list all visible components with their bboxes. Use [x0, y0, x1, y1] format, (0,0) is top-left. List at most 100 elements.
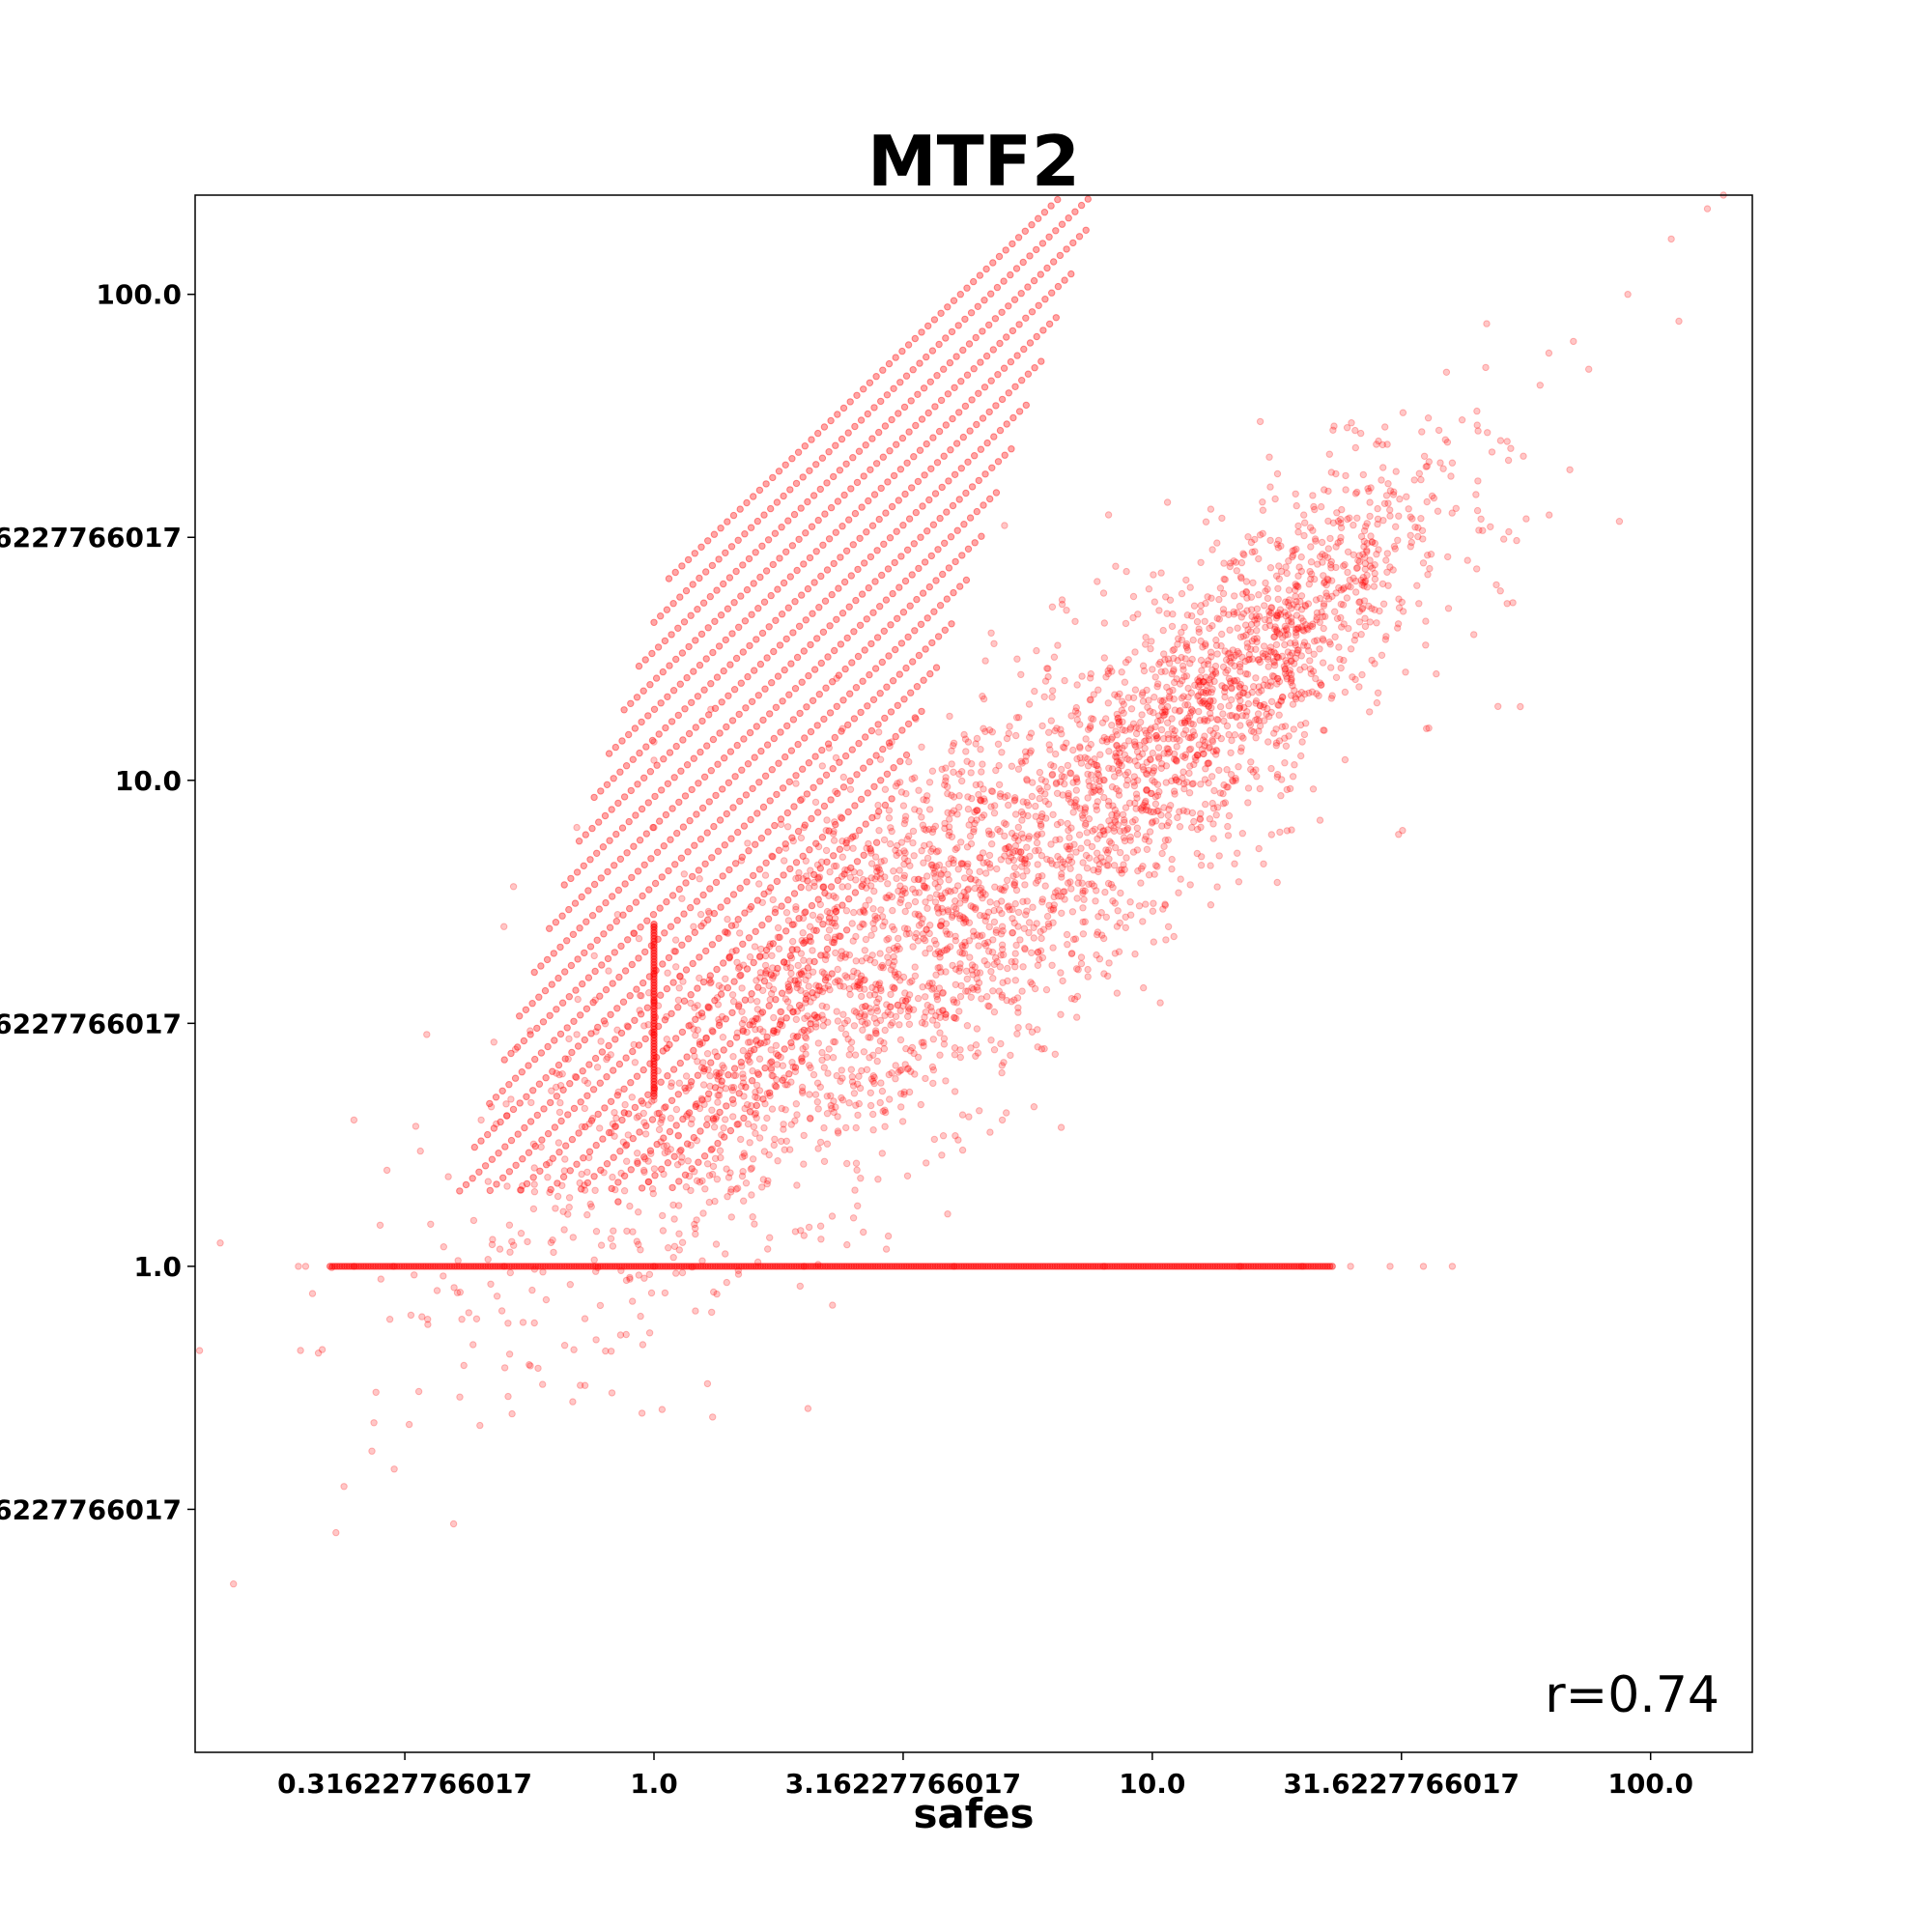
data-point: [669, 979, 677, 986]
data-point: [737, 971, 745, 980]
data-point: [1441, 436, 1450, 443]
data-point: [925, 779, 934, 786]
data-point: [929, 825, 937, 833]
data-point: [714, 1139, 722, 1148]
data-point: [1423, 724, 1431, 732]
data-point: [1018, 987, 1026, 995]
data-point: [939, 989, 947, 997]
data-point: [789, 937, 797, 946]
data-point: [911, 806, 919, 813]
data-point: [937, 396, 946, 405]
data-point: [665, 575, 673, 582]
data-point: [811, 753, 819, 760]
data-point: [801, 1033, 810, 1041]
data-point: [911, 889, 920, 896]
data-point: [987, 803, 995, 810]
data-point: [944, 870, 952, 878]
data-point: [561, 968, 569, 976]
data-point: [771, 821, 779, 830]
data-point: [1348, 419, 1355, 427]
data-point: [764, 915, 773, 923]
data-point: [1505, 527, 1513, 536]
data-point: [1158, 708, 1167, 717]
data-point: [742, 1083, 750, 1092]
data-point: [1237, 613, 1246, 621]
data-point: [687, 1021, 695, 1029]
data-point: [1236, 573, 1245, 581]
data-point: [658, 1406, 667, 1413]
data-point: [1112, 562, 1120, 570]
data-point: [806, 1115, 814, 1122]
data-point: [706, 972, 714, 980]
data-point: [960, 730, 968, 739]
data-point: [806, 933, 814, 941]
data-point: [991, 315, 1000, 323]
data-point: [691, 1052, 698, 1061]
data-point: [946, 815, 953, 823]
data-point: [788, 921, 797, 928]
data-point: [814, 1039, 822, 1047]
data-point: [1208, 594, 1215, 602]
data-point: [648, 1116, 657, 1123]
data-point: [801, 1014, 809, 1023]
data-point: [931, 950, 940, 958]
data-point: [980, 297, 988, 304]
data-point: [655, 730, 663, 738]
data-point: [1230, 557, 1237, 565]
data-point: [810, 1010, 818, 1019]
data-point: [1373, 551, 1380, 558]
data-point: [1474, 427, 1482, 435]
data-point: [669, 1254, 677, 1262]
data-point: [958, 950, 966, 957]
data-point: [511, 1074, 520, 1082]
data-point: [1285, 732, 1293, 740]
data-point: [905, 757, 913, 766]
data-point: [1358, 605, 1367, 613]
data-point: [1014, 1004, 1022, 1012]
data-point: [696, 661, 704, 669]
data-point: [853, 969, 862, 977]
data-point: [775, 945, 783, 952]
data-point: [931, 403, 939, 411]
data-point: [867, 1009, 875, 1016]
data-point: [1164, 811, 1173, 819]
data-point: [1012, 870, 1020, 878]
data-point: [1332, 543, 1340, 551]
data-point: [792, 903, 800, 911]
data-point: [672, 1105, 681, 1114]
data-point: [611, 949, 618, 956]
data-point: [806, 1062, 813, 1069]
data-point: [493, 1293, 501, 1300]
data-point: [921, 883, 928, 891]
data-point: [1021, 227, 1030, 236]
data-point: [915, 786, 923, 794]
data-point: [831, 646, 838, 655]
data-point: [547, 1098, 554, 1107]
data-point: [830, 852, 838, 860]
data-point: [696, 1127, 704, 1135]
data-point: [882, 1108, 890, 1117]
data-point: [1255, 656, 1264, 664]
data-point: [1102, 673, 1110, 681]
data-point: [724, 779, 733, 786]
data-point: [597, 1037, 605, 1045]
data-point: [1488, 448, 1496, 456]
data-point: [887, 621, 895, 629]
data-point: [636, 837, 644, 844]
data-point: [701, 860, 709, 867]
data-point: [635, 1112, 642, 1121]
data-point: [992, 766, 1000, 775]
data-point: [1068, 908, 1077, 916]
data-point: [852, 1159, 861, 1167]
data-point: [507, 1049, 515, 1058]
data-point: [1320, 637, 1327, 644]
data-point: [986, 898, 994, 906]
data-point: [981, 891, 989, 898]
data-point: [1487, 523, 1494, 530]
data-point: [963, 975, 971, 983]
data-point: [646, 768, 655, 776]
data-point: [897, 1090, 905, 1097]
data-point: [606, 923, 614, 931]
data-point: [699, 1081, 708, 1089]
data-point: [626, 1202, 634, 1210]
